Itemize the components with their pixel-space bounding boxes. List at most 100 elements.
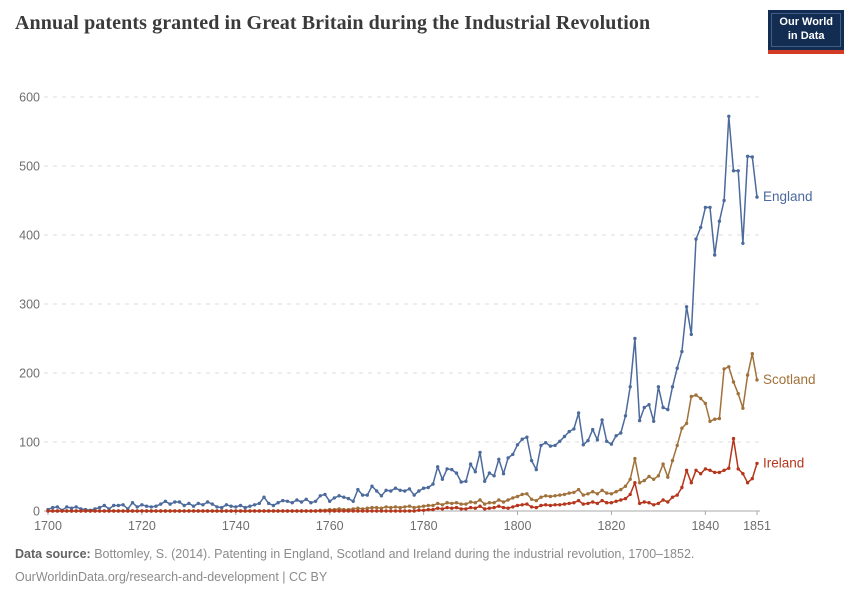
series-point-england-1848[interactable] bbox=[741, 241, 745, 245]
series-point-ireland-1825[interactable] bbox=[633, 481, 637, 485]
series-line-scotland[interactable] bbox=[47, 352, 758, 512]
series-point-scotland-1839[interactable] bbox=[699, 396, 703, 401]
series-point-england-1836[interactable] bbox=[684, 305, 689, 309]
series-point-scotland-1819[interactable] bbox=[605, 491, 609, 495]
series-point-ireland-1749[interactable] bbox=[276, 509, 280, 513]
series-point-ireland-1791[interactable] bbox=[473, 506, 477, 510]
series-point-england-1821[interactable] bbox=[614, 434, 618, 438]
series-point-ireland-1848[interactable] bbox=[741, 472, 745, 476]
series-point-england-1832[interactable] bbox=[666, 407, 670, 412]
series-point-england-1734[interactable] bbox=[205, 500, 210, 504]
series-point-ireland-1700[interactable] bbox=[46, 509, 50, 513]
series-point-england-1762[interactable] bbox=[337, 494, 341, 498]
series-point-ireland-1706[interactable] bbox=[74, 509, 78, 513]
series-point-scotland-1824[interactable] bbox=[628, 477, 632, 481]
series-point-ireland-1794[interactable] bbox=[487, 506, 492, 510]
series-point-ireland-1741[interactable] bbox=[238, 509, 243, 513]
series-point-ireland-1819[interactable] bbox=[605, 501, 609, 505]
series-point-england-1849[interactable] bbox=[745, 154, 750, 158]
series-point-ireland-1796[interactable] bbox=[497, 504, 501, 508]
series-point-england-1806[interactable] bbox=[544, 441, 548, 445]
series-point-ireland-1786[interactable] bbox=[450, 506, 454, 510]
series-point-england-1790[interactable] bbox=[468, 462, 473, 466]
series-point-scotland-1780[interactable] bbox=[421, 504, 426, 508]
series-point-scotland-1848[interactable] bbox=[741, 406, 745, 410]
series-point-scotland-1842[interactable] bbox=[713, 417, 717, 421]
series-point-england-1811[interactable] bbox=[567, 429, 571, 434]
series-point-england-1778[interactable] bbox=[412, 493, 416, 497]
series-point-scotland-1847[interactable] bbox=[736, 392, 740, 396]
series-point-ireland-1756[interactable] bbox=[309, 509, 313, 513]
series-point-ireland-1734[interactable] bbox=[205, 509, 210, 513]
series-point-ireland-1747[interactable] bbox=[267, 509, 271, 513]
series-point-ireland-1826[interactable] bbox=[637, 501, 642, 506]
series-point-ireland-1718[interactable] bbox=[130, 509, 135, 513]
series-point-ireland-1724[interactable] bbox=[159, 509, 163, 513]
series-point-england-1721[interactable] bbox=[144, 504, 149, 508]
series-point-ireland-1729[interactable] bbox=[182, 509, 186, 513]
series-point-scotland-1818[interactable] bbox=[600, 488, 604, 492]
series-point-scotland-1849[interactable] bbox=[745, 373, 750, 377]
series-point-ireland-1740[interactable] bbox=[234, 509, 238, 513]
series-point-ireland-1765[interactable] bbox=[351, 509, 355, 513]
series-point-england-1716[interactable] bbox=[121, 503, 125, 507]
series-point-ireland-1830[interactable] bbox=[656, 501, 661, 506]
series-point-scotland-1837[interactable] bbox=[689, 394, 693, 399]
series-point-england-1822[interactable] bbox=[619, 431, 623, 435]
series-point-ireland-1818[interactable] bbox=[600, 498, 604, 503]
series-point-england-1719[interactable] bbox=[135, 505, 139, 509]
series-point-scotland-1769[interactable] bbox=[370, 505, 374, 510]
series-point-ireland-1703[interactable] bbox=[60, 509, 64, 513]
series-point-england-1842[interactable] bbox=[713, 253, 717, 257]
series-point-england-1706[interactable] bbox=[74, 505, 78, 509]
series-point-scotland-1822[interactable] bbox=[619, 487, 623, 492]
series-point-england-1765[interactable] bbox=[351, 499, 355, 503]
series-point-ireland-1762[interactable] bbox=[337, 509, 341, 513]
series-point-england-1701[interactable] bbox=[51, 505, 55, 510]
series-point-scotland-1845[interactable] bbox=[727, 365, 731, 369]
series-point-scotland-1782[interactable] bbox=[431, 503, 435, 508]
series-point-ireland-1838[interactable] bbox=[694, 468, 698, 472]
series-line-england[interactable] bbox=[47, 115, 758, 512]
series-point-ireland-1849[interactable] bbox=[745, 481, 750, 485]
series-point-ireland-1709[interactable] bbox=[88, 509, 93, 513]
series-point-england-1750[interactable] bbox=[281, 498, 285, 503]
series-point-england-1702[interactable] bbox=[55, 505, 60, 509]
series-point-england-1756[interactable] bbox=[309, 501, 313, 505]
series-point-scotland-1828[interactable] bbox=[647, 474, 651, 479]
series-point-ireland-1745[interactable] bbox=[257, 509, 261, 513]
series-point-england-1795[interactable] bbox=[492, 474, 496, 478]
series-point-scotland-1809[interactable] bbox=[558, 493, 562, 497]
series-point-scotland-1772[interactable] bbox=[384, 505, 388, 509]
series-point-scotland-1766[interactable] bbox=[356, 506, 360, 510]
series-point-ireland-1775[interactable] bbox=[398, 509, 402, 513]
series-point-england-1714[interactable] bbox=[112, 503, 116, 508]
series-point-england-1749[interactable] bbox=[276, 501, 280, 505]
series-point-ireland-1777[interactable] bbox=[407, 509, 412, 513]
series-point-ireland-1809[interactable] bbox=[558, 503, 562, 507]
series-point-ireland-1805[interactable] bbox=[539, 503, 543, 508]
series-point-scotland-1771[interactable] bbox=[379, 506, 384, 510]
series-point-england-1746[interactable] bbox=[262, 495, 266, 499]
series-point-england-1731[interactable] bbox=[191, 504, 196, 508]
series-point-ireland-1736[interactable] bbox=[215, 509, 219, 513]
series-point-england-1740[interactable] bbox=[234, 505, 238, 509]
series-point-ireland-1846[interactable] bbox=[731, 436, 736, 441]
series-point-england-1727[interactable] bbox=[173, 500, 177, 504]
series-point-england-1826[interactable] bbox=[637, 418, 642, 423]
series-point-england-1779[interactable] bbox=[417, 489, 421, 493]
series-point-england-1804[interactable] bbox=[534, 467, 538, 472]
series-point-scotland-1850[interactable] bbox=[750, 352, 754, 356]
series-point-ireland-1837[interactable] bbox=[689, 481, 693, 485]
series-point-ireland-1771[interactable] bbox=[379, 509, 384, 513]
series-point-england-1801[interactable] bbox=[520, 437, 524, 441]
series-point-england-1735[interactable] bbox=[210, 502, 214, 506]
series-point-england-1794[interactable] bbox=[487, 471, 492, 475]
series-point-scotland-1801[interactable] bbox=[520, 492, 524, 497]
series-point-ireland-1732[interactable] bbox=[196, 509, 200, 513]
series-point-england-1839[interactable] bbox=[699, 225, 703, 230]
series-point-england-1797[interactable] bbox=[501, 472, 506, 476]
series-point-ireland-1804[interactable] bbox=[534, 505, 538, 510]
series-point-scotland-1811[interactable] bbox=[567, 491, 571, 495]
series-point-england-1767[interactable] bbox=[360, 493, 365, 497]
